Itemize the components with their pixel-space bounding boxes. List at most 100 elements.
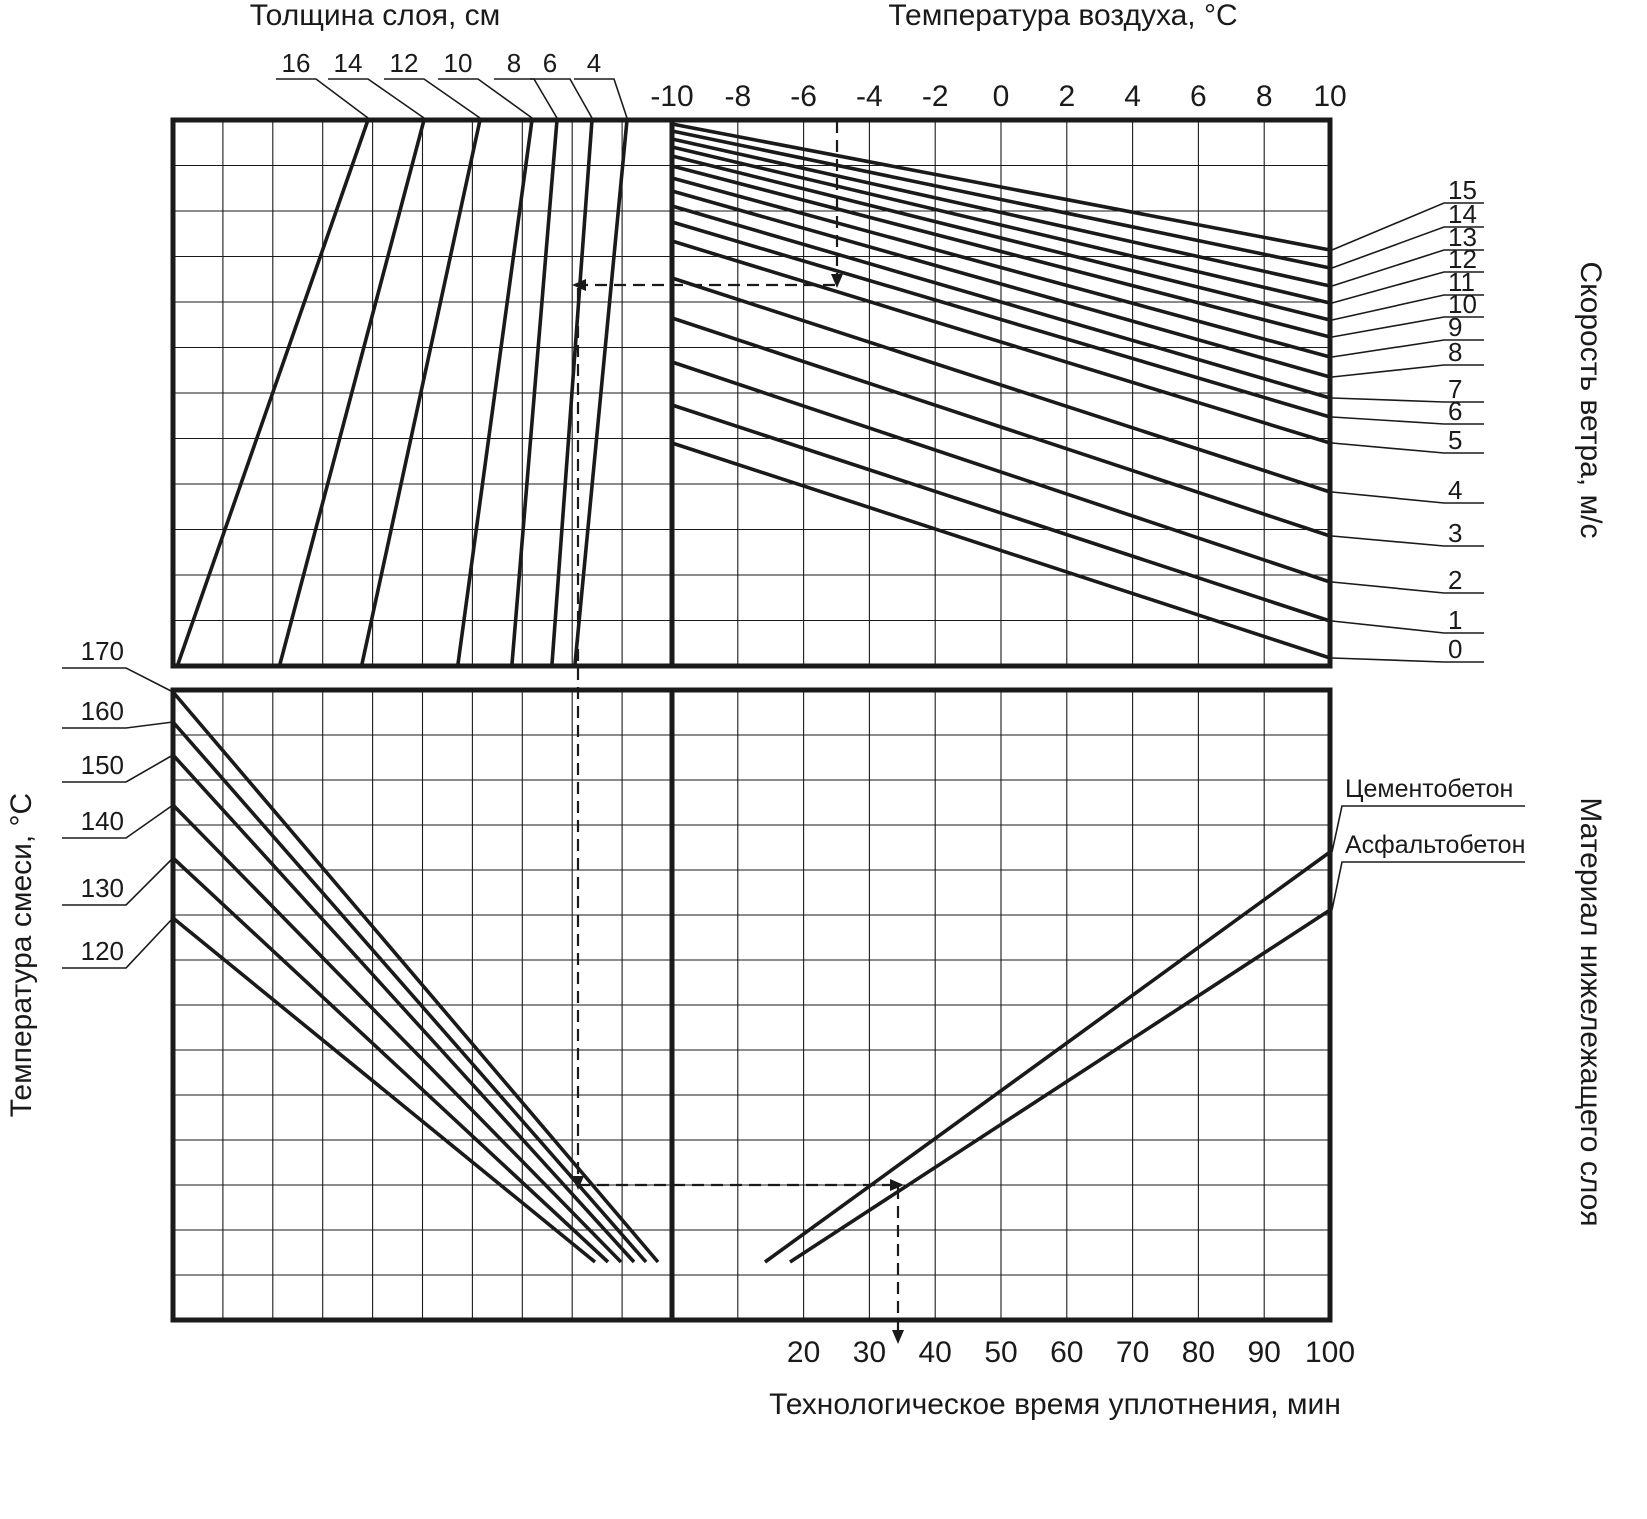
thickness-leader-line bbox=[328, 78, 425, 119]
time-tick-label: 100 bbox=[1305, 1336, 1355, 1369]
mix-temperature-leader-line bbox=[62, 857, 174, 906]
thickness-leader-line bbox=[438, 78, 533, 119]
mix-temperature-line-label: 140 bbox=[81, 806, 124, 836]
wind-speed-line bbox=[671, 137, 1331, 288]
mix-temperature-line-label: 150 bbox=[81, 750, 124, 780]
time-tick-label: 70 bbox=[1116, 1336, 1149, 1369]
mix-temperature-leader-line bbox=[62, 721, 174, 729]
material-leader-line bbox=[1331, 861, 1525, 911]
quadrant-border-top bbox=[170, 117, 1333, 669]
wind-speed-leader-line bbox=[1331, 339, 1484, 358]
thickness-leader-line bbox=[384, 78, 481, 119]
mix-temperature-leader-line bbox=[62, 667, 174, 693]
compaction-time-axis-title: Технологическое время уплотнения, мин bbox=[769, 1388, 1341, 1421]
wind-speed-leader-line bbox=[1331, 249, 1484, 287]
air-temp-tick-label: 8 bbox=[1256, 80, 1273, 113]
mix-temperature-line bbox=[171, 720, 648, 1264]
wind-speed-line-label: 15 bbox=[1448, 175, 1477, 205]
thickness-line-label: 4 bbox=[587, 48, 601, 78]
quadrant-border-bottom bbox=[170, 687, 1333, 1323]
wind-speed-line-label: 14 bbox=[1448, 199, 1477, 229]
mix-temperature-leader-line bbox=[62, 917, 174, 969]
wind-speed-line-label: 4 bbox=[1448, 475, 1462, 505]
wind-speed-leader-line bbox=[1331, 202, 1484, 251]
example-arrowhead bbox=[572, 1176, 584, 1190]
thickness-line bbox=[360, 119, 482, 665]
thickness-leader-line bbox=[494, 78, 558, 119]
time-tick-label: 20 bbox=[787, 1336, 820, 1369]
wind-speed-line bbox=[671, 441, 1331, 660]
wind-speed-line bbox=[671, 164, 1331, 339]
wind-speed-line bbox=[671, 403, 1331, 623]
wind-speed-line-label: 3 bbox=[1448, 518, 1462, 548]
time-tick-label: 80 bbox=[1182, 1336, 1215, 1369]
time-tick-label: 90 bbox=[1248, 1336, 1281, 1369]
wind-speed-line bbox=[671, 176, 1331, 359]
wind-speed-line bbox=[671, 189, 1331, 379]
wind-speed-leader-line bbox=[1331, 657, 1484, 663]
layer-thickness-title: Толщина слоя, см bbox=[249, 0, 501, 32]
wind-speed-line bbox=[671, 239, 1331, 445]
wind-speed-leader-line bbox=[1331, 620, 1484, 634]
wind-speed-line bbox=[671, 220, 1331, 419]
material-line-label: Цементобетон bbox=[1345, 775, 1513, 803]
wind-speed-line-label: 7 bbox=[1448, 374, 1462, 404]
wind-speed-line bbox=[671, 129, 1331, 270]
wind-speed-line bbox=[671, 276, 1331, 494]
wind-speed-leader-line bbox=[1331, 416, 1484, 425]
thickness-line bbox=[176, 119, 370, 665]
wind-speed-line bbox=[671, 204, 1331, 400]
mix-temperature-axis-title: Температура смеси, °С bbox=[5, 792, 38, 1118]
thickness-line-label: 14 bbox=[334, 48, 363, 78]
mix-temperature-line bbox=[171, 803, 623, 1264]
air-temp-tick-label: -10 bbox=[650, 80, 693, 113]
time-tick-label: 60 bbox=[1050, 1336, 1083, 1369]
material-leader-line bbox=[1331, 805, 1525, 853]
wind-speed-line-label: 2 bbox=[1448, 565, 1462, 595]
wind-speed-line-label: 8 bbox=[1448, 337, 1462, 367]
wind-speed-line bbox=[671, 316, 1331, 538]
thickness-line bbox=[456, 119, 534, 665]
thickness-leader-line bbox=[276, 78, 369, 119]
mix-temperature-line-label: 170 bbox=[81, 636, 124, 666]
example-arrowhead bbox=[890, 1179, 904, 1191]
mix-temperature-line bbox=[171, 916, 597, 1264]
air-temp-tick-label: -4 bbox=[856, 80, 883, 113]
air-temp-tick-label: 10 bbox=[1313, 80, 1346, 113]
wind-speed-leader-line bbox=[1331, 581, 1484, 594]
example-arrowhead bbox=[831, 274, 843, 288]
thickness-line-label: 16 bbox=[282, 48, 311, 78]
wind-speed-leader-line bbox=[1331, 442, 1484, 454]
air-temp-tick-label: 0 bbox=[993, 80, 1010, 113]
wind-speed-line-label: 0 bbox=[1448, 634, 1462, 664]
wind-speed-line-label: 12 bbox=[1448, 244, 1477, 274]
mix-temperature-line-label: 160 bbox=[81, 696, 124, 726]
wind-speed-leader-line bbox=[1331, 397, 1484, 403]
air-temp-tick-label: 2 bbox=[1058, 80, 1075, 113]
air-temp-tick-label: -2 bbox=[922, 80, 949, 113]
thickness-line-label: 10 bbox=[444, 48, 473, 78]
thickness-line-label: 8 bbox=[507, 48, 521, 78]
wind-speed-line bbox=[671, 122, 1331, 252]
wind-speed-line bbox=[671, 360, 1331, 584]
time-tick-label: 30 bbox=[853, 1336, 886, 1369]
air-temp-tick-label: 6 bbox=[1190, 80, 1207, 113]
time-tick-label: 40 bbox=[919, 1336, 952, 1369]
wind-speed-line-label: 6 bbox=[1448, 396, 1462, 426]
mix-temperature-leader-line bbox=[62, 804, 174, 839]
wind-speed-line bbox=[671, 154, 1331, 322]
air-temperature-title: Температура воздуха, °С bbox=[888, 0, 1238, 32]
mix-temperature-line bbox=[171, 753, 636, 1264]
mix-temperature-leader-line bbox=[62, 754, 174, 783]
mix-temperature-line bbox=[171, 856, 610, 1264]
thickness-line bbox=[573, 119, 629, 665]
air-temp-tick-label: -6 bbox=[790, 80, 817, 113]
wind-speed-line-label: 1 bbox=[1448, 605, 1462, 635]
wind-speed-axis-title: Скорость ветра, м/с bbox=[1574, 261, 1607, 539]
wind-speed-leader-line bbox=[1331, 294, 1484, 321]
thickness-line-label: 6 bbox=[543, 48, 557, 78]
underlying-material-axis-title: Материал нижележащего слоя bbox=[1574, 797, 1607, 1227]
wind-speed-leader-line bbox=[1331, 364, 1484, 378]
